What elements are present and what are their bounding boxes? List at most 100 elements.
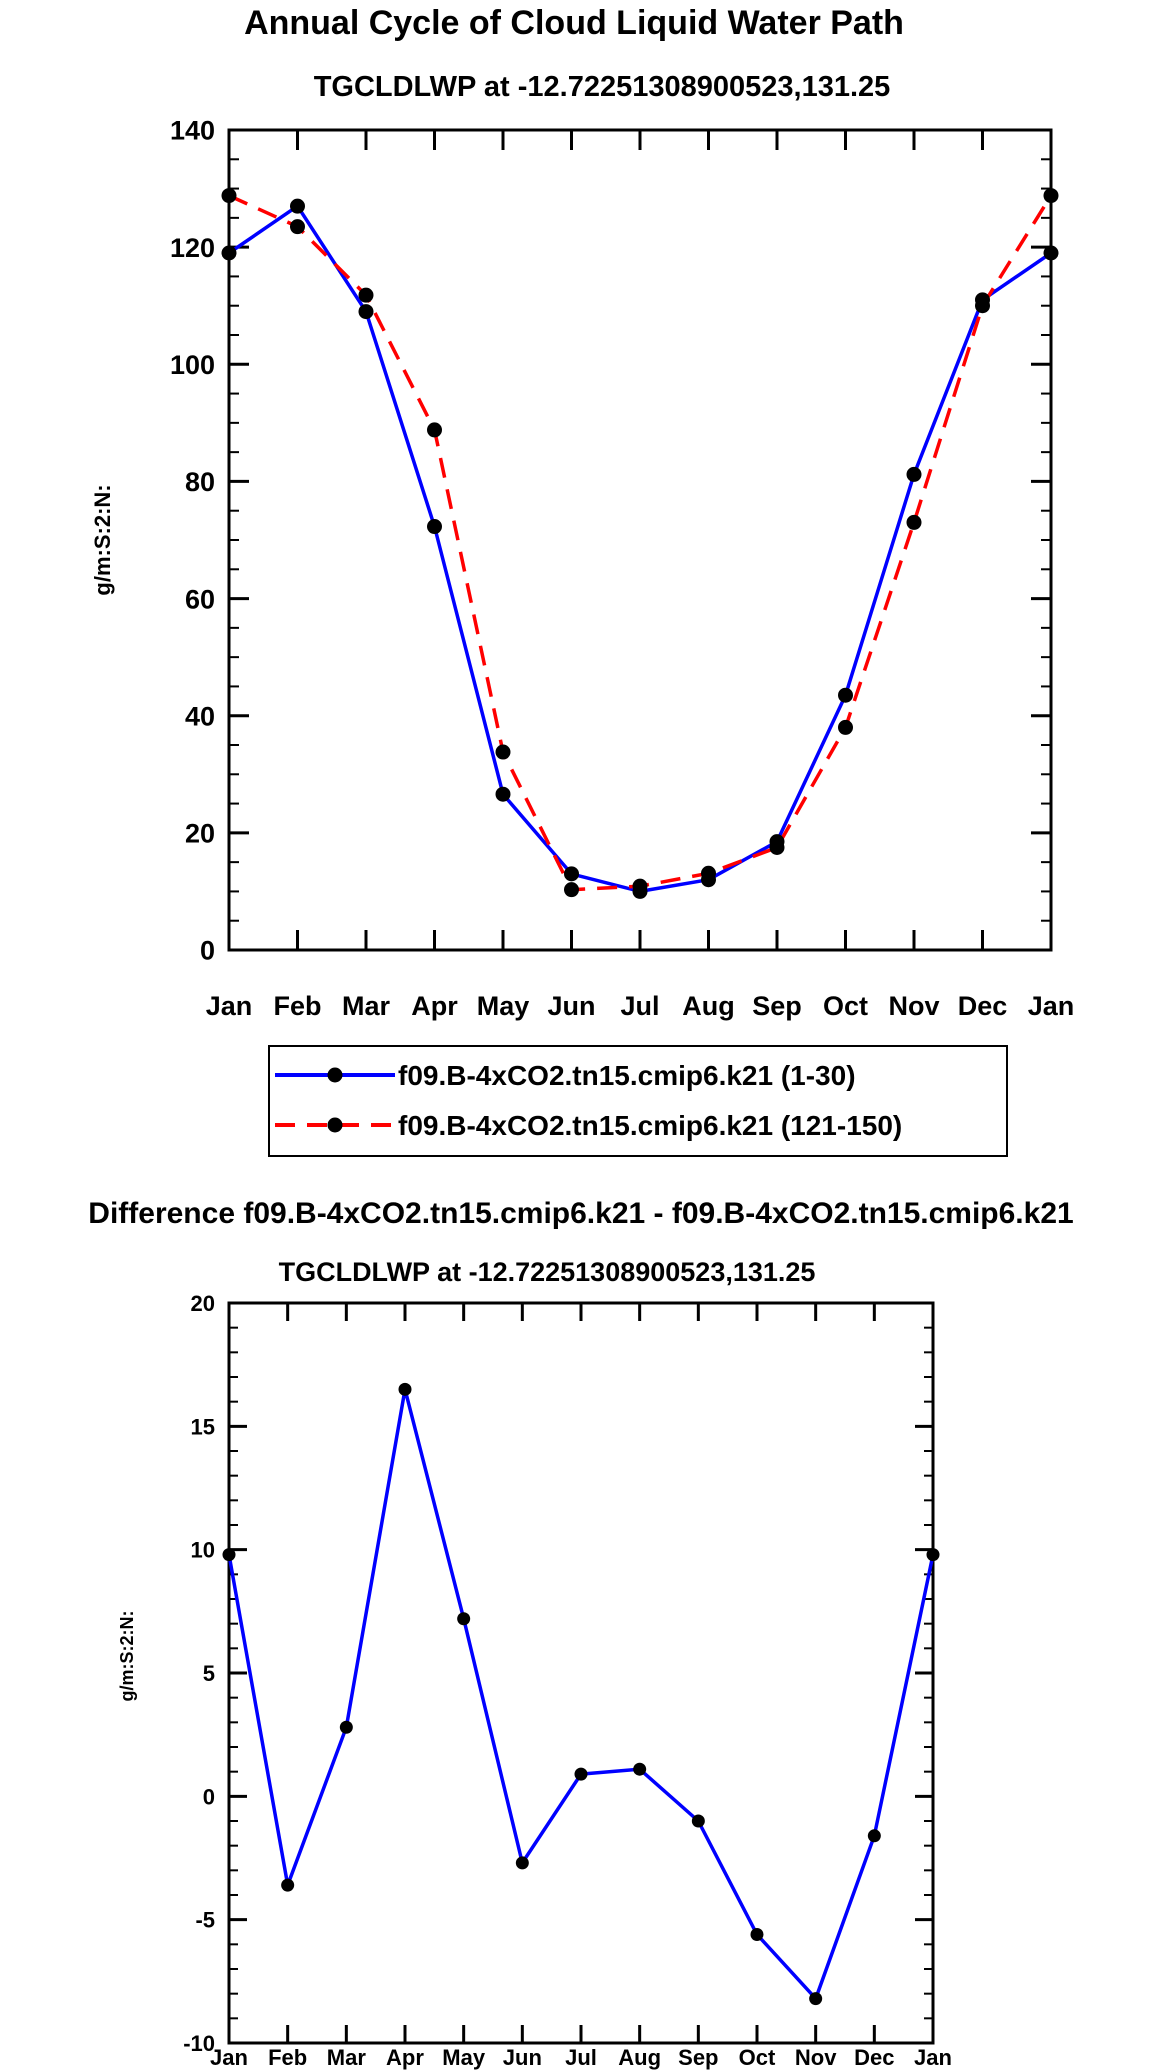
data-point-series-1 bbox=[290, 198, 305, 214]
data-point-series-2 bbox=[1043, 188, 1059, 204]
data-point-series-1 bbox=[809, 1992, 823, 2006]
y-tick-label: 140 bbox=[170, 116, 215, 146]
data-point-series-1 bbox=[867, 1829, 881, 1843]
data-point-series-2 bbox=[906, 514, 922, 530]
data-point-series-2 bbox=[221, 188, 237, 204]
data-point-series-1 bbox=[1043, 245, 1059, 261]
data-point-series-2 bbox=[701, 865, 716, 881]
x-tick-label: Jan bbox=[210, 2045, 248, 2070]
y-tick-label: 100 bbox=[170, 350, 215, 380]
chart1-x-tick-labels: Jan Feb Mar Apr May Jun Jul Aug Sep Oct Nov Dec Jan bbox=[206, 991, 1075, 1021]
y-tick-label: 40 bbox=[185, 701, 215, 731]
chart1-title: Annual Cycle of Cloud Liquid Water Path bbox=[244, 4, 904, 42]
data-point-series-1 bbox=[339, 1720, 353, 1734]
x-tick-label: Jun bbox=[547, 991, 595, 1021]
data-point-series-1 bbox=[750, 1927, 764, 1941]
chart2-title: Difference f09.B-4xCO2.tn15.cmip6.k21 - … bbox=[88, 1197, 1073, 1230]
data-point-series-1 bbox=[358, 304, 374, 320]
x-tick-label: Jan bbox=[914, 2045, 952, 2070]
y-tick-label: 0 bbox=[203, 1784, 215, 1809]
x-tick-label: May bbox=[477, 991, 530, 1021]
x-tick-label: Nov bbox=[795, 2045, 837, 2070]
x-tick-label: Dec bbox=[854, 2045, 894, 2070]
y-tick-label: 5 bbox=[203, 1661, 215, 1686]
x-tick-label: Jan bbox=[206, 991, 253, 1021]
x-tick-label: Dec bbox=[958, 991, 1008, 1021]
data-point-series-1 bbox=[906, 466, 922, 482]
chart2-y-axis-label: g/m:S:2:N: bbox=[117, 1611, 137, 1702]
y-tick-label: 60 bbox=[185, 584, 215, 614]
data-point-series-1 bbox=[495, 786, 511, 802]
x-tick-label: Aug bbox=[618, 2045, 661, 2070]
data-point-series-2 bbox=[975, 298, 990, 314]
x-tick-label: Apr bbox=[411, 991, 458, 1021]
data-point-series-1 bbox=[221, 245, 237, 261]
data-point-series-1 bbox=[281, 1878, 295, 1892]
y-tick-label: 120 bbox=[170, 233, 215, 263]
y-tick-label: 80 bbox=[185, 467, 215, 497]
data-point-series-2 bbox=[358, 287, 374, 303]
x-tick-label: Jan bbox=[1028, 991, 1075, 1021]
data-point-series-1 bbox=[633, 1762, 647, 1776]
x-tick-label: Feb bbox=[273, 991, 321, 1021]
y-tick-label: 10 bbox=[191, 1538, 215, 1563]
y-tick-label: 15 bbox=[191, 1414, 215, 1439]
x-tick-label: Feb bbox=[268, 2045, 307, 2070]
y-tick-label: -5 bbox=[195, 1908, 215, 1933]
data-point-series-1 bbox=[222, 1548, 236, 1562]
data-point-series-1 bbox=[691, 1814, 705, 1828]
data-point-series-2 bbox=[290, 219, 305, 235]
legend-marker-series-2 bbox=[327, 1117, 343, 1133]
data-point-series-1 bbox=[398, 1382, 412, 1396]
x-tick-label: Sep bbox=[752, 991, 802, 1021]
x-tick-label: Mar bbox=[342, 991, 391, 1021]
data-point-series-1 bbox=[838, 687, 853, 703]
data-point-series-1 bbox=[574, 1767, 588, 1781]
legend-label-series-1: f09.B-4xCO2.tn15.cmip6.k21 (1-30) bbox=[398, 1060, 856, 1091]
y-tick-label: 0 bbox=[200, 936, 215, 966]
y-tick-label: -10 bbox=[183, 2031, 215, 2056]
y-tick-label: 20 bbox=[191, 1291, 215, 1316]
series-line-2 bbox=[228, 194, 1053, 892]
chart1-plot-frame bbox=[227, 128, 1053, 952]
x-tick-label: Oct bbox=[823, 991, 868, 1021]
chart1-subtitle: TGCLDLWP at -12.72251308900523,131.25 bbox=[314, 71, 891, 103]
legend-marker-series-1 bbox=[327, 1067, 343, 1083]
chart2-plot-frame bbox=[227, 1301, 935, 2045]
data-point-series-1 bbox=[515, 1856, 529, 1870]
data-point-series-2 bbox=[564, 882, 579, 898]
x-tick-label: Oct bbox=[739, 2045, 776, 2070]
chart1-y-axis-label: g/m:S:2:N: bbox=[90, 484, 115, 595]
x-tick-label: Jul bbox=[565, 2045, 597, 2070]
data-point-series-1 bbox=[457, 1612, 471, 1626]
legend-label-series-2: f09.B-4xCO2.tn15.cmip6.k21 (121-150) bbox=[398, 1110, 902, 1141]
data-point-series-2 bbox=[632, 878, 648, 894]
data-point-series-2 bbox=[495, 744, 511, 760]
chart1-y-tick-labels: 0 20 40 60 80 100 120 140 bbox=[170, 116, 215, 966]
chart1-minor-ticks bbox=[229, 158, 1051, 922]
chart2-series bbox=[222, 1382, 940, 2006]
data-point-series-1 bbox=[926, 1548, 940, 1562]
data-point-series-2 bbox=[838, 719, 853, 735]
x-tick-label: Aug bbox=[682, 991, 734, 1021]
data-point-series-1 bbox=[564, 866, 579, 882]
chart1-series bbox=[221, 188, 1059, 899]
data-point-series-2 bbox=[427, 422, 442, 438]
chart2-y-tick-labels: -10 -5 0 5 10 15 20 bbox=[183, 1291, 215, 2056]
y-tick-label: 20 bbox=[185, 819, 215, 849]
x-tick-label: Sep bbox=[678, 2045, 718, 2070]
x-tick-label: Apr bbox=[386, 2045, 424, 2070]
series-line-1 bbox=[228, 204, 1052, 894]
chart2-subtitle: TGCLDLWP at -12.72251308900523,131.25 bbox=[279, 1257, 816, 1287]
chart2-y-ticks bbox=[229, 1301, 933, 2045]
difference-chart: Difference f09.B-4xCO2.tn15.cmip6.k21 - … bbox=[88, 1197, 1073, 2070]
chart2-x-ticks bbox=[227, 1303, 935, 2043]
chart1-legend: f09.B-4xCO2.tn15.cmip6.k21 (1-30) f09.B-… bbox=[268, 1045, 1008, 1157]
data-point-series-1 bbox=[427, 519, 442, 535]
series-line-1 bbox=[227, 1387, 935, 2001]
x-tick-label: Jun bbox=[503, 2045, 542, 2070]
chart1-y-ticks bbox=[229, 128, 1051, 952]
chart1-x-ticks bbox=[227, 130, 1053, 950]
x-tick-label: Nov bbox=[888, 991, 939, 1021]
